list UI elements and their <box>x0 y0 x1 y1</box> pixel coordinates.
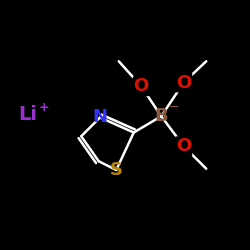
Text: +: + <box>38 101 49 114</box>
Text: O: O <box>134 77 149 95</box>
Text: B: B <box>154 107 168 125</box>
Text: O: O <box>176 74 192 92</box>
Text: N: N <box>92 108 108 126</box>
Text: Li: Li <box>18 106 37 124</box>
Text: S: S <box>110 161 123 179</box>
Text: O: O <box>176 137 192 155</box>
Text: −: − <box>169 101 179 114</box>
